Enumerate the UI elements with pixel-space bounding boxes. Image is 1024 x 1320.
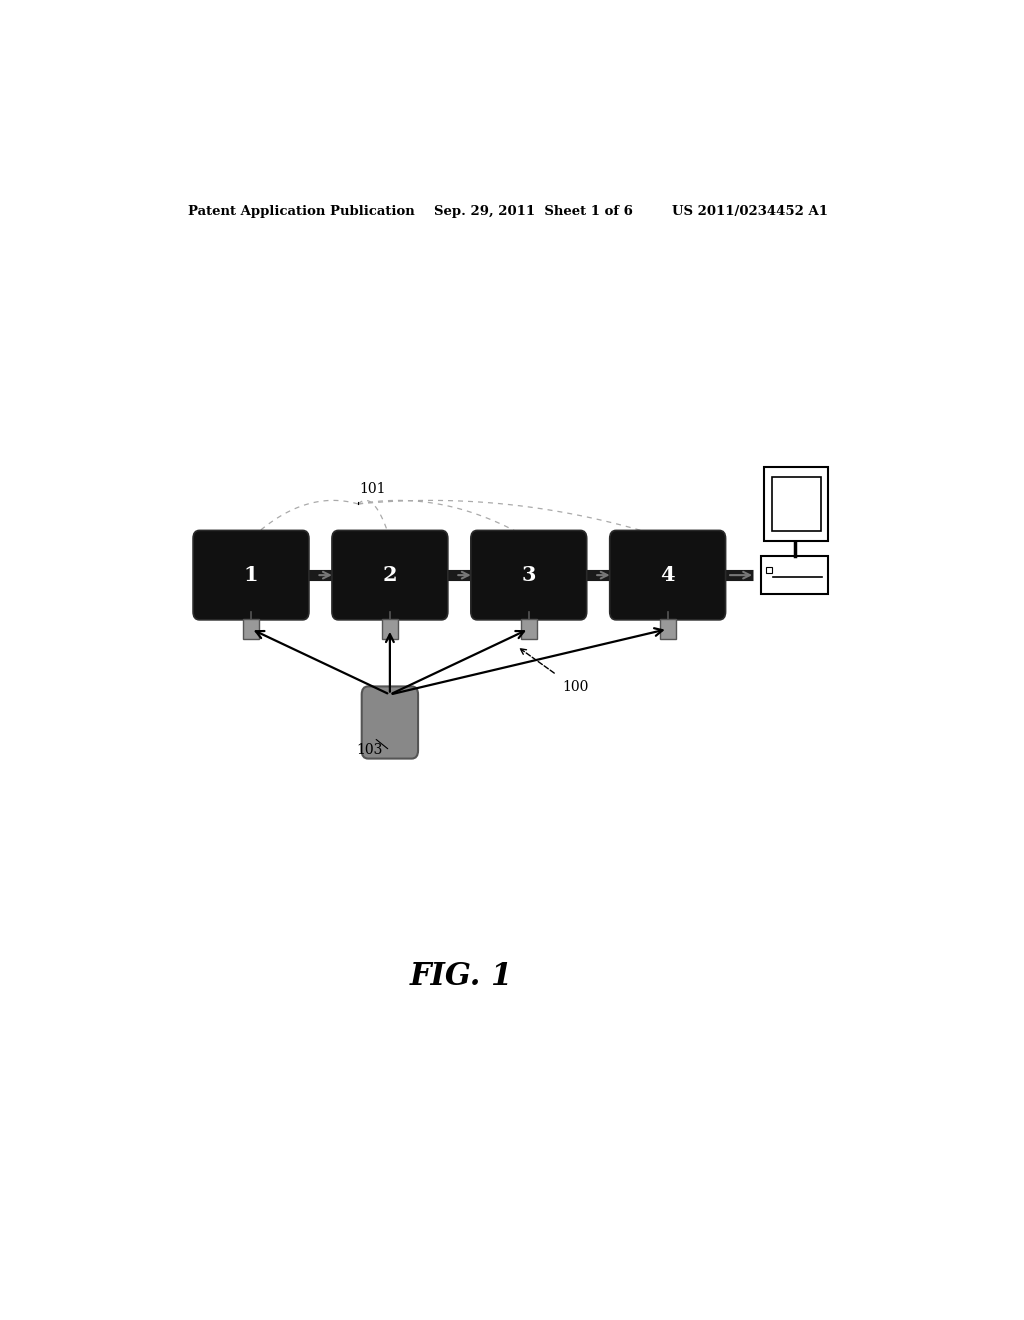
- Text: 103: 103: [356, 743, 383, 756]
- FancyBboxPatch shape: [243, 619, 259, 639]
- Text: US 2011/0234452 A1: US 2011/0234452 A1: [672, 205, 827, 218]
- Bar: [765, 467, 828, 541]
- Text: Sep. 29, 2011  Sheet 1 of 6: Sep. 29, 2011 Sheet 1 of 6: [433, 205, 633, 218]
- Text: 2: 2: [383, 565, 397, 585]
- Text: 4: 4: [660, 565, 675, 585]
- Bar: [761, 556, 828, 594]
- Bar: [766, 568, 772, 573]
- Bar: [772, 477, 821, 532]
- FancyBboxPatch shape: [471, 531, 587, 620]
- FancyBboxPatch shape: [361, 686, 418, 759]
- FancyBboxPatch shape: [659, 619, 676, 639]
- Text: FIG. 1: FIG. 1: [410, 961, 513, 993]
- Text: 100: 100: [562, 680, 589, 694]
- FancyBboxPatch shape: [521, 619, 537, 639]
- Text: 1: 1: [244, 565, 258, 585]
- FancyBboxPatch shape: [194, 531, 309, 620]
- Text: Patent Application Publication: Patent Application Publication: [187, 205, 415, 218]
- Text: 101: 101: [359, 482, 386, 496]
- FancyBboxPatch shape: [332, 531, 447, 620]
- FancyBboxPatch shape: [609, 531, 726, 620]
- FancyBboxPatch shape: [382, 619, 397, 639]
- Text: 3: 3: [521, 565, 536, 585]
